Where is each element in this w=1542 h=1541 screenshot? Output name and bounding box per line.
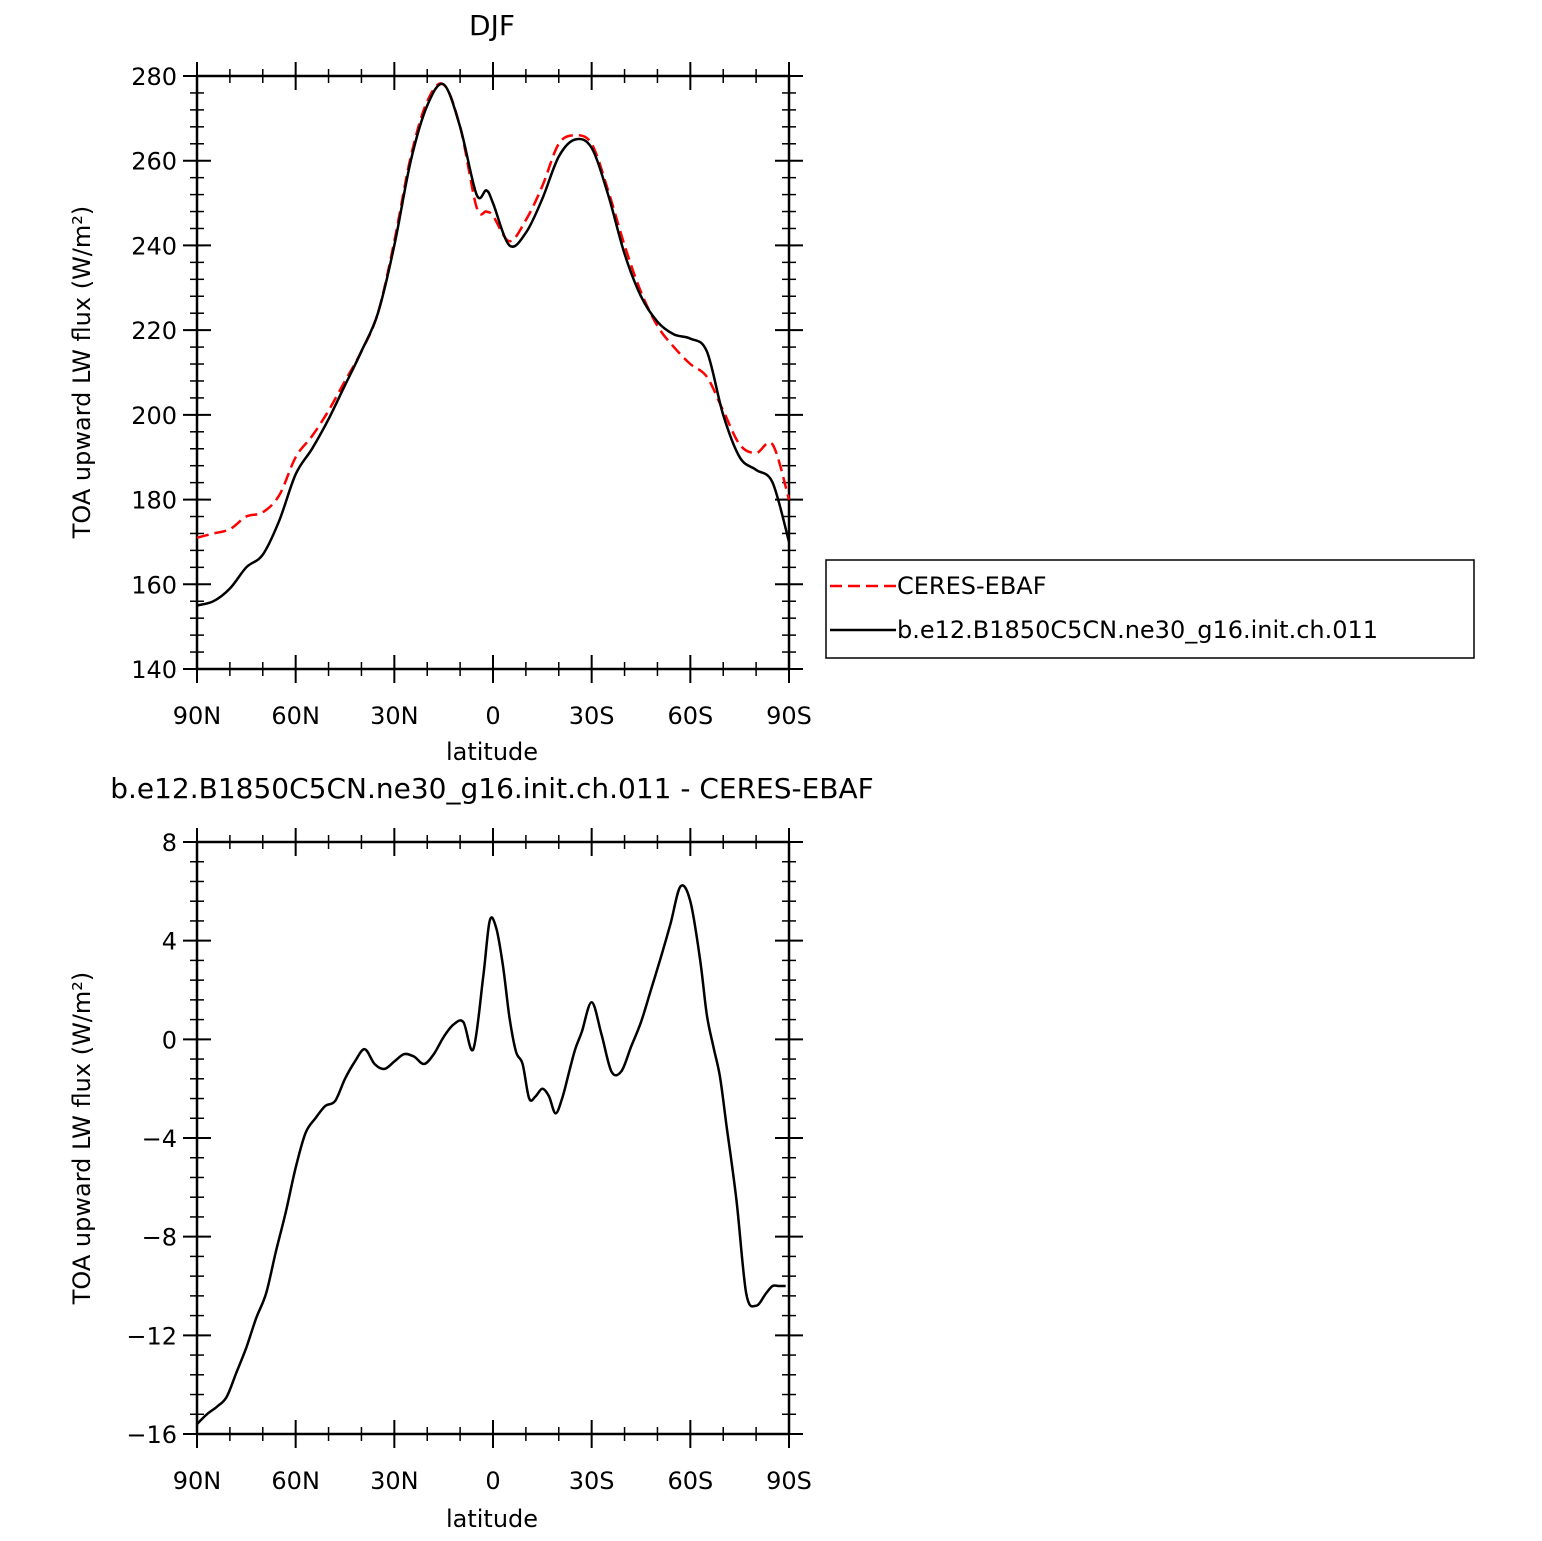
bottom-xtick-label: 90N: [173, 1467, 222, 1495]
series-line-model: [196, 82, 791, 607]
bottom-xtick-labels: 90N 60N 30N 0 30S 60S 90S: [173, 1467, 812, 1495]
top-xtick-label: 60S: [667, 702, 713, 730]
legend-label-ceres-ebaf: CERES-EBAF: [897, 572, 1047, 600]
top-ytick-label: 220: [131, 317, 177, 345]
bottom-ytick-label: 4: [162, 928, 177, 956]
top-xtick-label: 0: [485, 702, 500, 730]
bottom-ticks: [183, 828, 803, 1448]
bottom-panel: b.e12.B1850C5CN.ne30_g16.init.ch.011 - C…: [68, 772, 874, 1533]
series-line-ceres-ebaf: [196, 82, 791, 539]
top-ytick-label: 200: [131, 402, 177, 430]
top-chart-title: DJF: [469, 9, 515, 42]
top-xtick-label: 30N: [370, 702, 419, 730]
top-yaxis-label: TOA upward LW flux (W/m²): [68, 206, 96, 540]
top-xtick-labels: 90N 60N 30N 0 30S 60S 90S: [173, 702, 812, 730]
bottom-ytick-label: −4: [142, 1125, 177, 1153]
top-ytick-label: 280: [131, 63, 177, 91]
bottom-xtick-label: 60S: [667, 1467, 713, 1495]
bottom-yaxis-label: TOA upward LW flux (W/m²): [68, 972, 96, 1306]
bottom-ytick-label: −8: [142, 1224, 177, 1252]
bottom-ytick-label: −12: [126, 1322, 177, 1350]
bottom-ytick-label: −16: [126, 1421, 177, 1449]
bottom-xtick-label: 60N: [271, 1467, 320, 1495]
top-ytick-label: 160: [131, 571, 177, 599]
bottom-ytick-label: 8: [162, 829, 177, 857]
top-ytick-label: 140: [131, 656, 177, 684]
bottom-xtick-label: 90S: [766, 1467, 812, 1495]
top-xtick-label: 90N: [173, 702, 222, 730]
top-ytick-labels: 140 160 180 200 220 240 260 280: [131, 63, 177, 684]
bottom-xaxis-label: latitude: [446, 1505, 538, 1533]
legend: CERES-EBAF b.e12.B1850C5CN.ne30_g16.init…: [825, 559, 1475, 659]
bottom-xtick-label: 30S: [569, 1467, 615, 1495]
top-xaxis-label: latitude: [446, 738, 538, 766]
top-xtick-label: 90S: [766, 702, 812, 730]
bottom-ytick-labels: −16 −12 −8 −4 0 4 8: [126, 829, 177, 1449]
top-xtick-label: 60N: [271, 702, 320, 730]
bottom-plot-frame: [195, 840, 791, 1436]
bottom-chart-title: b.e12.B1850C5CN.ne30_g16.init.ch.011 - C…: [110, 772, 874, 805]
top-xtick-label: 30S: [569, 702, 615, 730]
bottom-xtick-label: 30N: [370, 1467, 419, 1495]
top-ytick-label: 260: [131, 148, 177, 176]
legend-box: [825, 559, 1475, 659]
top-plot-frame: [195, 74, 791, 671]
top-panel: DJF 140 160 180 200 220 240 260 280 90N 60N 30N 0 3…: [68, 9, 1475, 766]
legend-label-model: b.e12.B1850C5CN.ne30_g16.init.ch.011: [897, 616, 1378, 644]
bottom-xtick-label: 0: [485, 1467, 500, 1495]
top-ticks: [183, 62, 803, 683]
top-ytick-label: 240: [131, 232, 177, 260]
bottom-ytick-label: 0: [162, 1026, 177, 1054]
top-ytick-label: 180: [131, 487, 177, 515]
series-line-difference: [196, 884, 786, 1425]
